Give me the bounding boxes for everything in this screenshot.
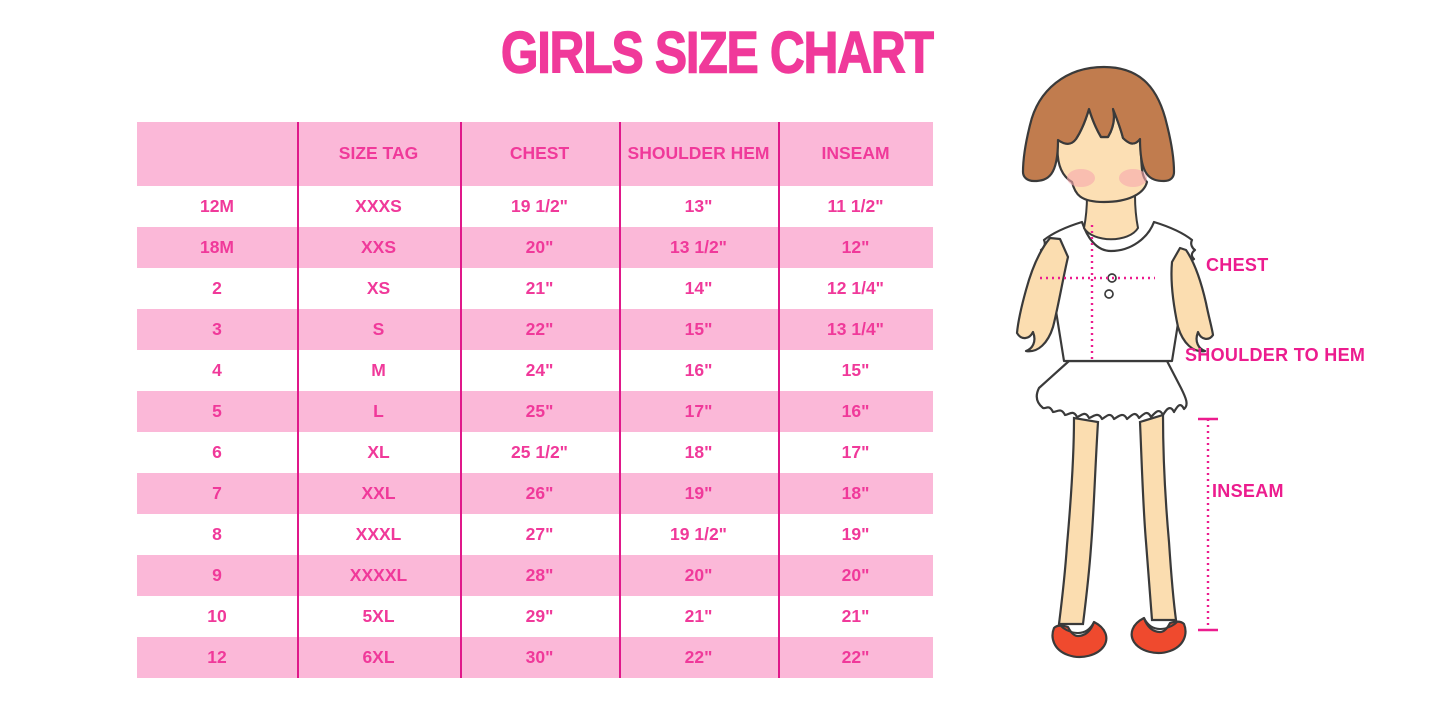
svg-text:CHEST: CHEST — [1206, 255, 1269, 275]
svg-text:SHOULDER TO HEM: SHOULDER TO HEM — [1185, 345, 1365, 365]
svg-text:INSEAM: INSEAM — [1212, 481, 1284, 501]
